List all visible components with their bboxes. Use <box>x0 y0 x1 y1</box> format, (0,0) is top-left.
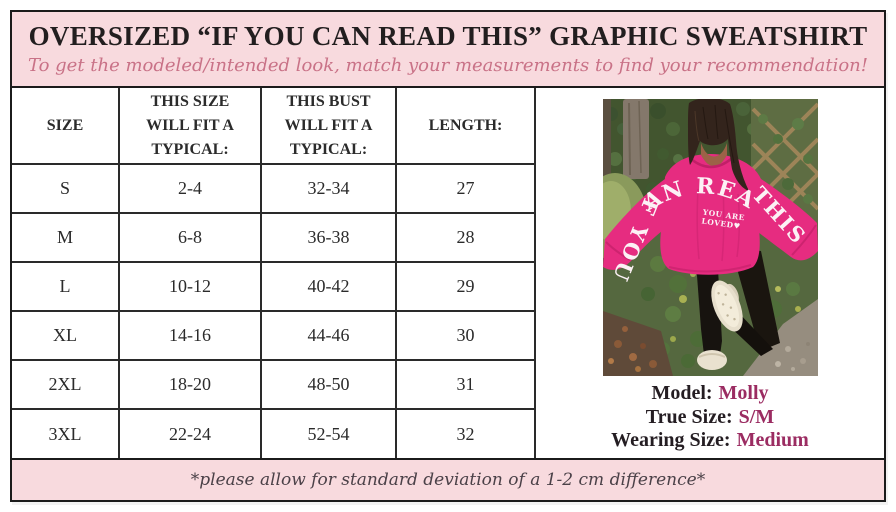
table-cell: 52-54 <box>260 408 397 458</box>
model-label: Model: <box>651 382 713 404</box>
table-cell: 32 <box>395 408 536 458</box>
table-header-row: SIZE THIS SIZE WILL FIT A TYPICAL: THIS … <box>12 88 536 165</box>
model-info-line: Wearing Size: Medium <box>611 429 809 453</box>
table-cell: 3XL <box>12 408 120 458</box>
model-photo-illustration: AN READ F YOU THIS YOU ARE LOVED♥ <box>602 99 818 376</box>
table-row: 3XL 22-24 52-54 32 <box>12 408 536 458</box>
table-cell: 44-46 <box>260 310 397 361</box>
main-area: SIZE THIS SIZE WILL FIT A TYPICAL: THIS … <box>12 88 884 458</box>
table-row: S 2-4 32-34 27 <box>12 163 536 214</box>
table-cell: 10-12 <box>118 261 262 312</box>
table-cell: 2-4 <box>118 163 262 214</box>
true-size-value: S/M <box>738 405 775 428</box>
table-cell: 29 <box>395 261 536 312</box>
footer-note: *please allow for standard deviation of … <box>190 470 706 490</box>
table-row: M 6-8 36-38 28 <box>12 212 536 263</box>
table-row: L 10-12 40-42 29 <box>12 261 536 312</box>
standing-sneaker <box>696 350 727 370</box>
footer-band: *please allow for standard deviation of … <box>12 458 884 500</box>
table-row: XL 14-16 44-46 30 <box>12 310 536 361</box>
column-header-fit: THIS SIZE WILL FIT A TYPICAL: <box>118 88 262 165</box>
column-header-length: LENGTH: <box>395 88 536 165</box>
table-cell: 36-38 <box>260 212 397 263</box>
tree-trunk <box>602 99 649 209</box>
page-subtitle: To get the modeled/intended look, match … <box>27 54 869 76</box>
page-title: OVERSIZED “IF YOU CAN READ THIS” GRAPHIC… <box>28 21 868 51</box>
column-header-size: SIZE <box>12 88 120 165</box>
table-cell: 14-16 <box>118 310 262 361</box>
size-table: SIZE THIS SIZE WILL FIT A TYPICAL: THIS … <box>12 88 536 458</box>
table-cell: 18-20 <box>118 359 262 410</box>
table-cell: 30 <box>395 310 536 361</box>
table-cell: 2XL <box>12 359 120 410</box>
model-hair <box>687 99 749 191</box>
table-cell: 22-24 <box>118 408 262 458</box>
table-cell: XL <box>12 310 120 361</box>
column-header-bust: THIS BUST WILL FIT A TYPICAL: <box>260 88 397 165</box>
photo-column: AN READ F YOU THIS YOU ARE LOVED♥ Model:… <box>536 88 884 458</box>
model-info: Model: Molly True Size: S/M Wearing Size: M… <box>611 382 809 453</box>
table-cell: 31 <box>395 359 536 410</box>
wearing-size-label: Wearing Size: <box>611 429 731 452</box>
table-cell: 32-34 <box>260 163 397 214</box>
table-cell: M <box>12 212 120 263</box>
raised-sneaker <box>710 280 743 332</box>
table-cell: 6-8 <box>118 212 262 263</box>
sweatshirt <box>602 154 818 275</box>
gravel-path <box>742 299 818 376</box>
header-band: OVERSIZED “IF YOU CAN READ THIS” GRAPHIC… <box>12 12 884 88</box>
table-cell: 27 <box>395 163 536 214</box>
true-size-label: True Size: <box>645 405 733 428</box>
table-cell: 40-42 <box>260 261 397 312</box>
table-cell: S <box>12 163 120 214</box>
model-neck-skin <box>689 143 732 169</box>
table-cell: L <box>12 261 120 312</box>
size-chart-card: OVERSIZED “IF YOU CAN READ THIS” GRAPHIC… <box>10 10 886 502</box>
model-info-line: True Size: S/M <box>611 406 809 430</box>
model-photo: AN READ F YOU THIS YOU ARE LOVED♥ <box>602 99 818 376</box>
table-cell: 28 <box>395 212 536 263</box>
dirt-and-leaves <box>602 311 673 376</box>
model-info-line: Model: Molly <box>611 382 809 406</box>
model-value: Molly <box>718 382 769 404</box>
wearing-size-value: Medium <box>736 429 809 452</box>
table-row: 2XL 18-20 48-50 31 <box>12 359 536 410</box>
table-cell: 48-50 <box>260 359 397 410</box>
